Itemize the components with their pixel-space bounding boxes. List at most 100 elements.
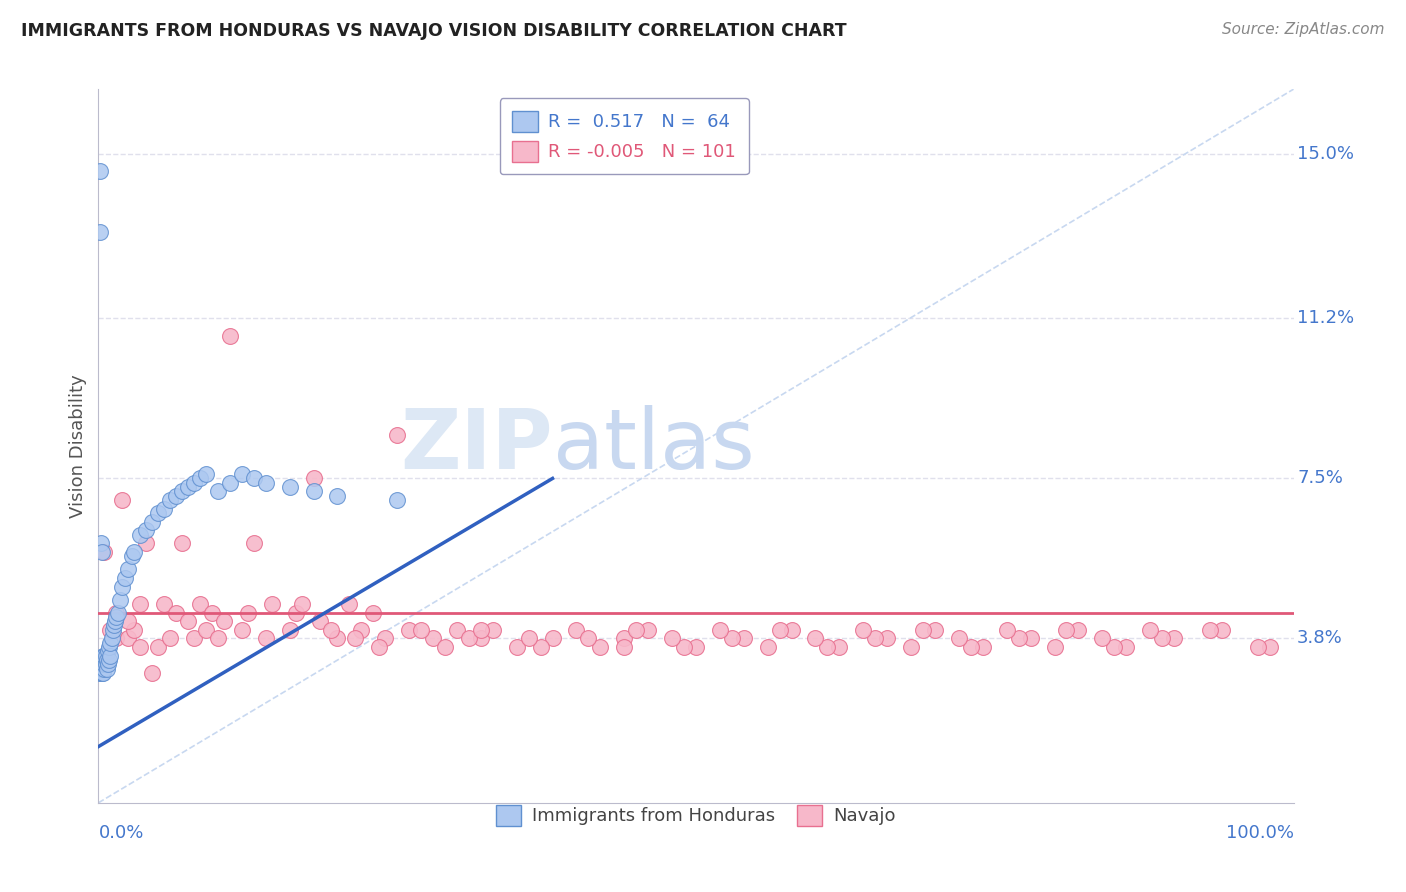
Point	[91, 657, 114, 672]
Point	[243, 536, 266, 550]
Point	[148, 640, 170, 654]
Point	[104, 614, 127, 628]
Point	[207, 632, 229, 646]
Point	[159, 493, 181, 508]
Point	[458, 632, 481, 646]
Point	[91, 666, 114, 681]
Point	[98, 648, 122, 663]
Point	[339, 597, 361, 611]
Point	[97, 657, 120, 672]
Point	[207, 484, 229, 499]
Point	[1067, 623, 1090, 637]
Point	[254, 632, 277, 646]
Point	[284, 606, 307, 620]
Point	[96, 653, 118, 667]
Point	[195, 623, 218, 637]
Point	[960, 640, 983, 654]
Point	[948, 632, 970, 646]
Point	[100, 632, 122, 646]
Point	[756, 640, 779, 654]
Point	[90, 657, 112, 672]
Point	[121, 549, 143, 564]
Point	[96, 662, 118, 676]
Point	[94, 648, 117, 663]
Point	[129, 640, 152, 654]
Point	[900, 640, 922, 654]
Text: 11.2%: 11.2%	[1298, 310, 1354, 327]
Text: atlas: atlas	[553, 406, 754, 486]
Point	[530, 640, 553, 654]
Point	[111, 493, 134, 508]
Point	[260, 597, 283, 611]
Point	[685, 640, 707, 654]
Point	[172, 536, 194, 550]
Point	[212, 614, 235, 628]
Point	[517, 632, 540, 646]
Point	[117, 614, 139, 628]
Text: ZIP: ZIP	[401, 406, 553, 486]
Point	[1091, 632, 1114, 646]
Point	[374, 632, 396, 646]
Text: IMMIGRANTS FROM HONDURAS VS NAVAJO VISION DISABILITY CORRELATION CHART: IMMIGRANTS FROM HONDURAS VS NAVAJO VISIO…	[21, 22, 846, 40]
Point	[129, 597, 152, 611]
Point	[90, 536, 112, 550]
Point	[172, 484, 194, 499]
Point	[385, 493, 409, 508]
Point	[278, 480, 301, 494]
Point	[124, 623, 146, 637]
Point	[98, 640, 121, 654]
Point	[141, 515, 163, 529]
Point	[434, 640, 457, 654]
Point	[321, 623, 343, 637]
Point	[89, 164, 111, 178]
Point	[231, 467, 253, 482]
Point	[308, 614, 330, 628]
Point	[141, 666, 163, 681]
Text: 15.0%: 15.0%	[1298, 145, 1354, 163]
Point	[117, 632, 139, 646]
Text: 7.5%: 7.5%	[1298, 469, 1343, 487]
Point	[637, 623, 659, 637]
Point	[1139, 623, 1161, 637]
Point	[1152, 632, 1174, 646]
Point	[565, 623, 588, 637]
Point	[91, 666, 114, 681]
Point	[97, 644, 120, 658]
Point	[129, 527, 152, 541]
Point	[98, 653, 121, 667]
Point	[89, 666, 111, 681]
Point	[91, 648, 114, 663]
Point	[219, 475, 242, 490]
Point	[302, 484, 325, 499]
Point	[101, 623, 124, 637]
Point	[804, 632, 827, 646]
Point	[219, 328, 242, 343]
Point	[89, 657, 111, 672]
Point	[815, 640, 838, 654]
Point	[195, 467, 218, 482]
Point	[108, 592, 131, 607]
Point	[201, 606, 224, 620]
Point	[183, 475, 205, 490]
Point	[709, 623, 731, 637]
Point	[103, 618, 125, 632]
Point	[1056, 623, 1078, 637]
Point	[94, 657, 117, 672]
Point	[135, 536, 157, 550]
Point	[1008, 632, 1031, 646]
Point	[114, 571, 136, 585]
Point	[780, 623, 803, 637]
Point	[1163, 632, 1185, 646]
Point	[188, 471, 211, 485]
Point	[1211, 623, 1233, 637]
Point	[236, 606, 259, 620]
Point	[93, 662, 115, 676]
Point	[721, 632, 744, 646]
Point	[90, 666, 112, 681]
Point	[177, 614, 200, 628]
Point	[626, 623, 648, 637]
Text: 3.8%: 3.8%	[1298, 630, 1343, 648]
Point	[124, 545, 146, 559]
Point	[350, 623, 373, 637]
Point	[89, 653, 111, 667]
